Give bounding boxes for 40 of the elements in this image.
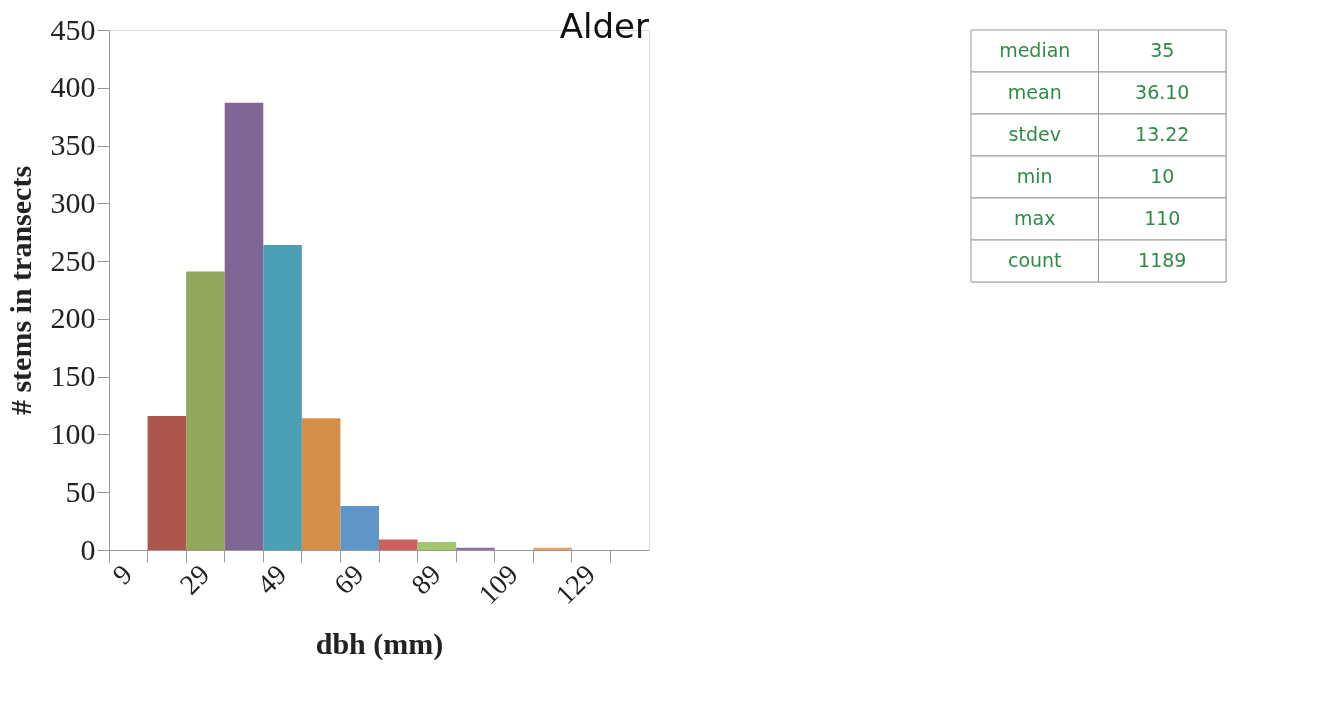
x-tick-label: 69 (327, 558, 370, 601)
text: 36.10 (1135, 81, 1190, 103)
y-tick-label: 400 (50, 70, 96, 104)
bar (147, 415, 187, 550)
text: 13.22 (1135, 123, 1190, 145)
bar (301, 418, 341, 550)
bar (340, 506, 379, 550)
text: stdev (1008, 123, 1061, 145)
text: count (1007, 249, 1062, 271)
y-tick-label: 100 (50, 416, 96, 450)
bar (186, 271, 225, 550)
y-axis-title: # stems in transects (3, 165, 37, 416)
x-tick-label: 9 (106, 558, 139, 591)
x-axis-title: dbh (mm) (315, 627, 444, 662)
y-tick-label: 250 (50, 243, 96, 277)
bar (224, 102, 264, 550)
x-tick-label: 109 (472, 558, 524, 611)
x-tick-label: 89 (405, 558, 447, 601)
y-tick-label: 200 (50, 301, 96, 335)
y-tick-label: 300 (50, 185, 96, 219)
text: mean (1007, 81, 1062, 103)
x-tick-label: 129 (549, 558, 602, 611)
text: 35 (1150, 39, 1175, 61)
text: 10 (1150, 165, 1175, 187)
y-tick-label: 50 (65, 474, 96, 508)
text: max (1014, 207, 1056, 229)
y-tick-label: 350 (50, 128, 96, 162)
bar (263, 244, 302, 550)
text: median (999, 39, 1071, 61)
y-tick-label: 150 (50, 359, 96, 393)
bar (417, 541, 457, 550)
chart-title: Alder (559, 6, 650, 46)
y-tick-label: 0 (80, 532, 96, 566)
text: min (1016, 165, 1053, 187)
bar (379, 539, 418, 550)
text: 110 (1144, 207, 1181, 229)
y-tick-label: 450 (50, 12, 96, 46)
x-tick-label: 29 (173, 558, 216, 601)
text: 1189 (1138, 249, 1187, 271)
x-tick-label: 49 (250, 558, 293, 601)
